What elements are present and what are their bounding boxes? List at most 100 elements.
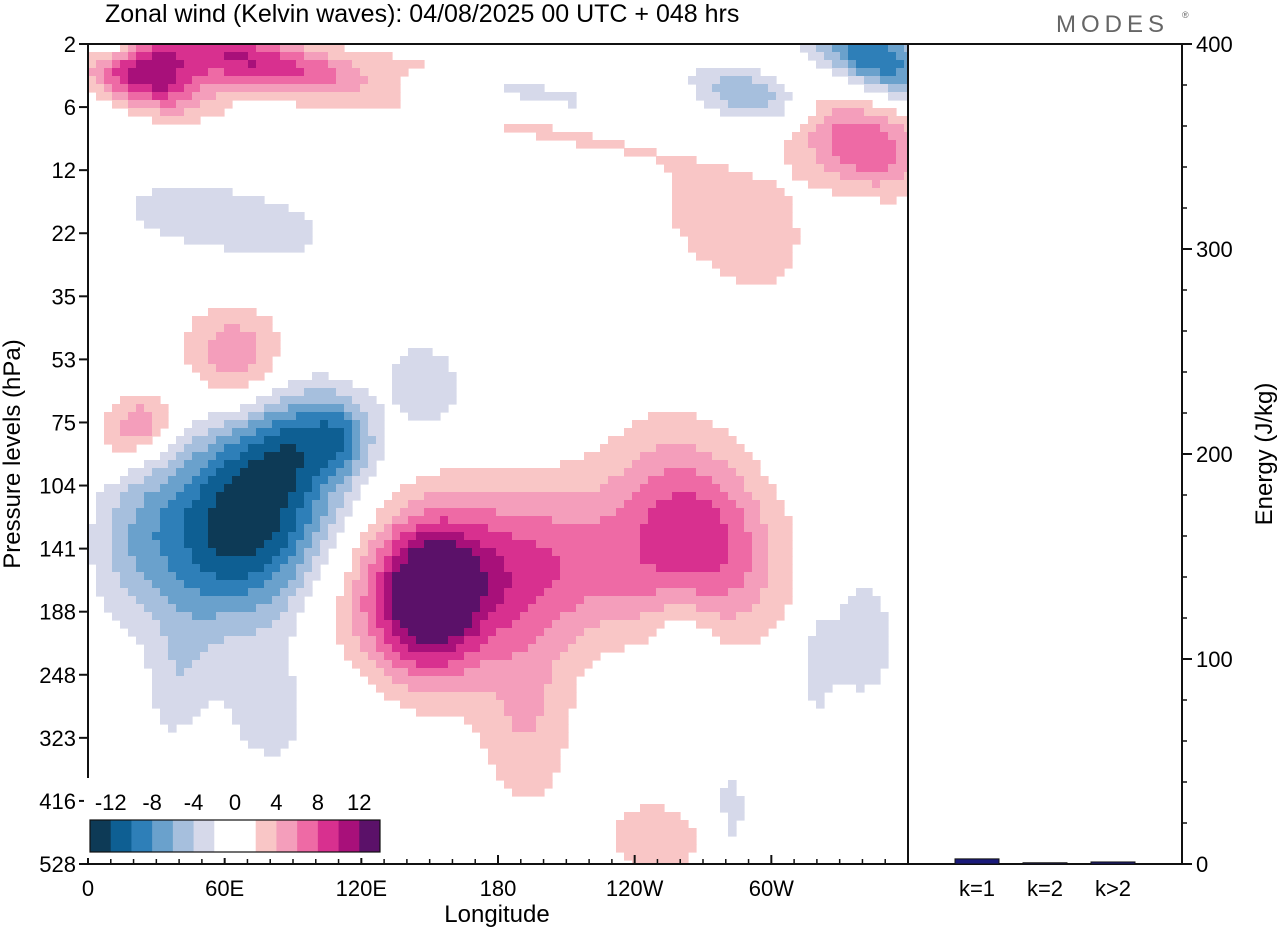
heatmap-cell — [224, 324, 241, 333]
heatmap-cell — [784, 148, 817, 157]
heatmap-cell — [176, 604, 257, 613]
heatmap-cell — [224, 700, 297, 709]
heatmap-cell — [784, 140, 809, 149]
heatmap-cell — [304, 388, 337, 397]
heatmap-cell — [808, 636, 889, 645]
heatmap-cell — [728, 460, 761, 469]
heatmap-cell — [232, 716, 297, 725]
heatmap-cell — [648, 508, 721, 517]
heatmap-cell — [128, 540, 161, 549]
heatmap-cell — [720, 484, 745, 493]
heatmap-cell — [768, 540, 793, 549]
heatmap-cell — [224, 244, 305, 253]
heatmap-cell — [728, 540, 753, 549]
heatmap-cell — [416, 532, 465, 541]
heatmap-cell — [848, 60, 857, 69]
heatmap-cell — [192, 556, 273, 565]
heatmap-cell — [672, 492, 697, 501]
heatmap-cell — [672, 204, 793, 213]
heatmap-cell — [712, 500, 737, 509]
heatmap-cell — [744, 524, 769, 533]
heatmap-cell — [696, 468, 737, 477]
heatmap-cell — [856, 684, 865, 693]
heatmap-cell — [464, 716, 513, 725]
heatmap-cell — [896, 68, 908, 77]
heatmap-cell — [480, 628, 497, 637]
heatmap-cell — [136, 60, 185, 69]
heatmap-cell — [792, 164, 825, 173]
heatmap-cell — [360, 84, 401, 93]
heatmap-cell — [376, 516, 393, 525]
heatmap-cell — [304, 492, 321, 501]
heatmap-cell — [848, 68, 857, 77]
heatmap-cell — [744, 516, 761, 525]
heatmap-cell — [400, 620, 473, 629]
heatmap-cell — [392, 628, 409, 637]
heatmap-cell — [128, 412, 153, 421]
heatmap-cell — [104, 596, 137, 605]
heatmap-cell — [296, 508, 313, 517]
heatmap-cell — [344, 588, 353, 597]
heatmap-cell — [144, 220, 313, 229]
heatmap-cell — [120, 580, 153, 589]
heatmap-cell — [544, 692, 577, 701]
heatmap-cell — [288, 404, 345, 413]
heatmap-cell — [840, 604, 881, 613]
heatmap-cell — [336, 596, 353, 605]
heatmap-cell — [408, 628, 465, 637]
colorbar-label: 4 — [270, 790, 282, 815]
heatmap-cell — [368, 588, 377, 597]
heatmap-cell — [480, 556, 505, 565]
heatmap-cell — [168, 724, 177, 733]
heatmap-cell — [280, 612, 297, 621]
heatmap-cell — [200, 588, 249, 597]
heatmap-cell — [344, 652, 369, 661]
heatmap-cell — [616, 836, 697, 845]
heatmap-cell — [576, 140, 625, 149]
heatmap-cell — [352, 548, 369, 557]
heatmap-cell — [288, 604, 305, 613]
heatmap-cell — [544, 708, 569, 717]
heatmap-cell — [152, 116, 201, 125]
heatmap-cell — [368, 564, 385, 573]
heatmap-cell — [88, 548, 113, 557]
heatmap-cell — [640, 452, 713, 461]
heatmap-cell — [240, 324, 273, 333]
heatmap-cell — [168, 84, 185, 93]
heatmap-cell — [104, 428, 121, 437]
heatmap-cell — [384, 540, 393, 549]
heatmap-cell — [392, 540, 409, 549]
heatmap-cell — [208, 356, 257, 365]
heatmap-cell — [392, 372, 457, 381]
heatmap-cell — [136, 516, 161, 525]
heatmap-cell — [288, 380, 353, 389]
heatmap-cell — [240, 436, 265, 445]
heatmap-cell — [360, 68, 409, 77]
heatmap-cell — [192, 548, 217, 557]
heatmap-cell — [160, 540, 185, 549]
heatmap-cell — [392, 564, 401, 573]
heatmap-cell — [360, 420, 369, 429]
heatmap-cell — [712, 476, 745, 485]
heatmap-cell — [600, 620, 665, 629]
heatmap-cell — [504, 84, 545, 93]
heatmap-cell — [488, 580, 513, 589]
colorbar-label: 12 — [347, 790, 371, 815]
heatmap-cell — [360, 596, 377, 605]
heatmap-cell — [128, 68, 177, 77]
heatmap-cell — [720, 796, 745, 805]
y-tick-label: 35 — [52, 284, 76, 309]
heatmap-cell — [168, 652, 201, 661]
heatmap-cell — [832, 132, 889, 141]
heatmap-cell — [312, 564, 321, 573]
heatmap-cell — [792, 172, 841, 181]
heatmap-cell — [760, 596, 793, 605]
heatmap-cell — [304, 460, 329, 469]
heatmap-cell — [408, 348, 433, 357]
heatmap-cell — [184, 60, 249, 69]
heatmap-cell — [808, 684, 833, 693]
heatmap-cell — [304, 52, 329, 61]
heatmap-cell — [488, 612, 521, 621]
heatmap-cell — [344, 492, 361, 501]
heatmap-cell — [360, 444, 369, 453]
